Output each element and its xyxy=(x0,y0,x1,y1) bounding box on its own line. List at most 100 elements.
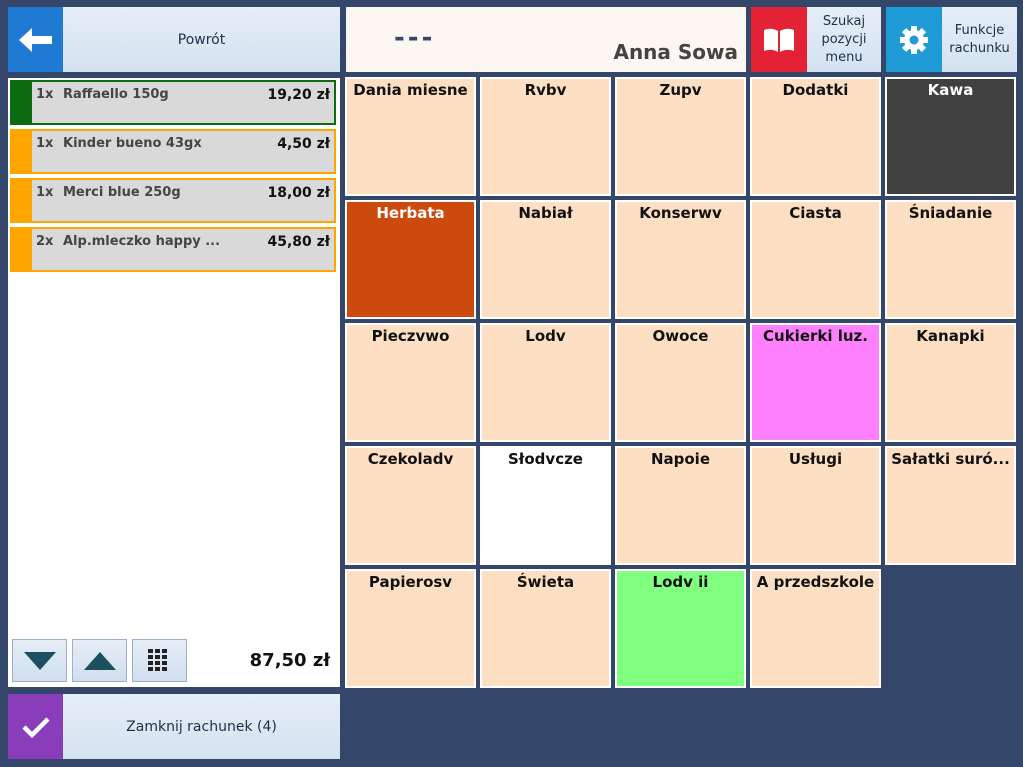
category-label: Konserwv xyxy=(639,204,722,222)
category-tile[interactable]: Papierosv xyxy=(345,569,476,688)
category-tile[interactable]: Napoie xyxy=(615,446,746,565)
category-tile[interactable]: Dodatki xyxy=(750,77,881,196)
category-tile[interactable]: Kawa xyxy=(885,77,1016,196)
back-icon-box xyxy=(8,7,63,72)
close-bill-button[interactable]: Zamknij rachunek (4) xyxy=(8,694,340,759)
category-tile[interactable]: Pieczvwo xyxy=(345,323,476,442)
category-tile[interactable]: Herbata xyxy=(345,200,476,319)
order-item-body: 2x Alp.mleczko happy ... 45,80 zł xyxy=(32,227,336,272)
category-tile[interactable]: Usługi xyxy=(750,446,881,565)
category-tile[interactable]: A przedszkole xyxy=(750,569,881,688)
category-tile[interactable]: Lodv xyxy=(480,323,611,442)
category-label: Śniadanie xyxy=(908,204,993,222)
functions-icon-box xyxy=(886,7,942,72)
table-indicator: --- xyxy=(394,23,436,53)
order-item-price: 4,50 zł xyxy=(277,136,330,152)
category-label: Zupv xyxy=(659,81,702,99)
order-item-body: 1x Raffaello 150g 19,20 zł xyxy=(32,80,336,125)
category-label: Ciasta xyxy=(789,204,842,222)
category-label: Świeta xyxy=(516,573,575,591)
category-label: Kanapki xyxy=(916,327,985,345)
category-tile[interactable]: Kanapki xyxy=(885,323,1016,442)
category-tile[interactable]: Dania miesne xyxy=(345,77,476,196)
category-label: Kawa xyxy=(927,81,974,99)
search-menu-label: Szukaj pozycji menu xyxy=(821,13,867,65)
order-footer: 87,50 zł xyxy=(8,636,340,687)
order-item-status-stripe xyxy=(10,178,32,223)
category-tile[interactable]: Czekoladv xyxy=(345,446,476,565)
order-item-qty: 1x xyxy=(36,185,54,200)
category-label: Czekoladv xyxy=(367,450,454,468)
close-bill-label: Zamknij rachunek (4) xyxy=(126,718,277,735)
order-item-name: Alp.mleczko happy ... xyxy=(63,234,221,249)
category-label: Usługi xyxy=(788,450,843,468)
arrow-left-icon xyxy=(18,27,52,52)
category-label: Papierosv xyxy=(368,573,453,591)
order-item-name: Raffaello 150g xyxy=(63,87,169,102)
category-label: A przedszkole xyxy=(756,573,875,591)
category-label: Rvbv xyxy=(524,81,567,99)
category-tile[interactable]: Cukierki luz. xyxy=(750,323,881,442)
book-icon xyxy=(764,28,794,52)
search-menu-button[interactable]: Szukaj pozycji menu xyxy=(751,7,881,72)
scroll-down-button[interactable] xyxy=(12,639,67,682)
order-item-name: Kinder bueno 43gx xyxy=(63,136,202,151)
category-label: Sałatki suró... xyxy=(891,450,1010,468)
bill-functions-button[interactable]: Funkcje rachunku xyxy=(886,7,1017,72)
close-bill-icon-box xyxy=(8,694,63,759)
scroll-up-button[interactable] xyxy=(72,639,127,682)
category-grid: Dania miesne Rvbv Zupv Dodatki Kawa Herbata Na… xyxy=(345,77,1018,688)
header-panel: --- Anna Sowa xyxy=(346,7,746,72)
category-tile[interactable]: Lodv ii xyxy=(615,569,746,688)
keypad-button[interactable] xyxy=(132,639,187,682)
triangle-up-icon xyxy=(83,651,116,670)
category-tile[interactable]: Sałatki suró... xyxy=(885,446,1016,565)
order-item[interactable]: 2x Alp.mleczko happy ... 45,80 zł xyxy=(10,227,336,272)
order-item-qty: 1x xyxy=(36,87,54,102)
order-item[interactable]: 1x Raffaello 150g 19,20 zł xyxy=(10,80,336,125)
order-item-price: 45,80 zł xyxy=(267,234,330,250)
category-tile[interactable]: Śniadanie xyxy=(885,200,1016,319)
category-tile[interactable]: Zupv xyxy=(615,77,746,196)
category-label: Napoie xyxy=(650,450,711,468)
category-tile[interactable]: Owoce xyxy=(615,323,746,442)
back-button-label: Powrót xyxy=(177,31,226,48)
order-item[interactable]: 1x Merci blue 250g 18,00 zł xyxy=(10,178,336,223)
category-label: Słodvcze xyxy=(508,450,583,468)
order-total: 87,50 zł xyxy=(249,650,330,671)
order-item[interactable]: 1x Kinder bueno 43gx 4,50 zł xyxy=(10,129,336,174)
bill-functions-label: Funkcje rachunku xyxy=(949,22,1010,56)
category-label: Dania miesne xyxy=(353,81,468,99)
order-item-status-stripe xyxy=(10,227,32,272)
category-tile[interactable]: Konserwv xyxy=(615,200,746,319)
order-item-price: 18,00 zł xyxy=(267,185,330,201)
triangle-down-icon xyxy=(23,651,56,670)
order-panel: 1x Raffaello 150g 19,20 zł 1x Kinder bueno 4… xyxy=(8,78,340,687)
back-button[interactable]: Powrót xyxy=(8,7,340,72)
category-tile[interactable]: Świeta xyxy=(480,569,611,688)
category-label: Lodv xyxy=(525,327,566,345)
category-label: Cukierki luz. xyxy=(763,327,868,345)
order-item-qty: 1x xyxy=(36,136,54,151)
category-tile[interactable]: Nabiał xyxy=(480,200,611,319)
category-label: Pieczvwo xyxy=(371,327,450,345)
keypad-icon xyxy=(147,648,167,671)
category-label: Herbata xyxy=(376,204,445,222)
order-item-body: 1x Kinder bueno 43gx 4,50 zł xyxy=(32,129,336,174)
order-item-qty: 2x xyxy=(36,234,54,249)
order-item-status-stripe xyxy=(10,129,32,174)
category-label: Dodatki xyxy=(782,81,849,99)
category-label: Nabiał xyxy=(518,204,573,222)
category-tile[interactable]: Ciasta xyxy=(750,200,881,319)
category-label: Owoce xyxy=(652,327,709,345)
check-icon xyxy=(21,716,50,738)
search-icon-box xyxy=(751,7,807,72)
order-item-status-stripe xyxy=(10,80,32,125)
category-tile[interactable]: Rvbv xyxy=(480,77,611,196)
user-name: Anna Sowa xyxy=(613,40,738,64)
category-tile[interactable]: Słodvcze xyxy=(480,446,611,565)
order-item-name: Merci blue 250g xyxy=(63,185,181,200)
category-label: Lodv ii xyxy=(652,573,709,591)
order-item-body: 1x Merci blue 250g 18,00 zł xyxy=(32,178,336,223)
order-item-price: 19,20 zł xyxy=(267,87,330,103)
